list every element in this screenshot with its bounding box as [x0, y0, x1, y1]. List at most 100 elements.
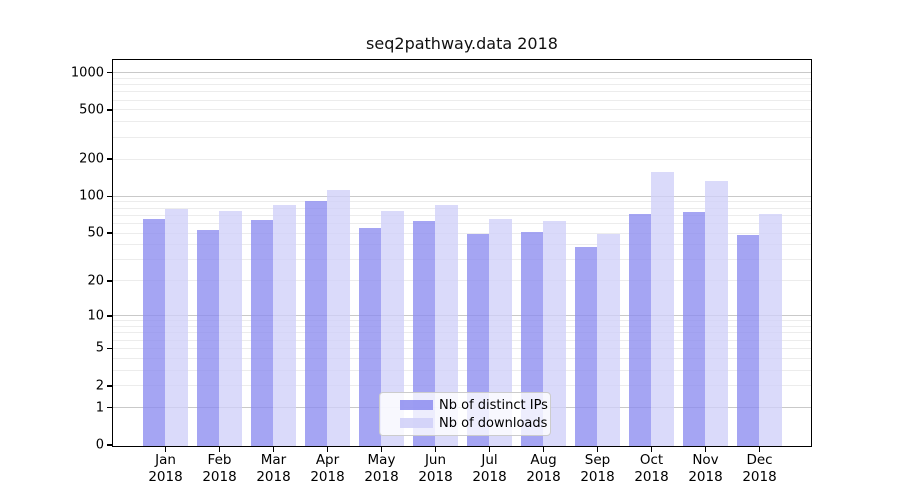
gridline-minor: [113, 91, 811, 93]
x-tick-label-year: 2018: [418, 469, 453, 485]
gridline-minor: [113, 109, 811, 111]
y-tick: [107, 280, 112, 282]
bar-nb-of-distinct-ips-sep: [574, 246, 597, 446]
gridline-major: [113, 315, 811, 317]
gridline-minor: [113, 77, 811, 79]
chart-title: seq2pathway.data 2018: [366, 34, 558, 53]
x-tick-label-month: Jul: [481, 452, 498, 468]
gridline-minor: [113, 326, 811, 328]
x-tick-label: May 2018: [352, 452, 412, 486]
gridline-minor: [113, 369, 811, 371]
bar-nb-of-downloads-sep: [597, 233, 620, 446]
x-tick: [326, 447, 329, 452]
bar-nb-of-downloads-aug: [543, 221, 566, 446]
x-tick-label-month: Mar: [260, 452, 287, 468]
x-tick-label-month: Dec: [746, 452, 773, 468]
x-tick-label-year: 2018: [634, 469, 669, 485]
x-tick-label: Feb 2018: [190, 452, 250, 486]
x-tick-label: Aug 2018: [514, 452, 574, 486]
x-tick-label-year: 2018: [310, 469, 345, 485]
y-tick: [107, 315, 112, 317]
x-tick-label: Mar 2018: [244, 452, 304, 486]
bar-nb-of-downloads-oct: [651, 171, 674, 446]
gridline-minor: [113, 99, 811, 101]
bar-nb-of-downloads-jun: [435, 205, 458, 446]
gridline-minor: [113, 244, 811, 246]
x-tick: [542, 447, 545, 452]
legend-label-downloads: Nb of downloads: [439, 415, 548, 431]
gridline-minor: [113, 207, 811, 209]
y-tick: [107, 71, 112, 74]
gridline-minor: [113, 339, 811, 341]
y-tick-label: 0: [95, 437, 104, 453]
y-tick: [107, 158, 112, 160]
x-tick-label-year: 2018: [688, 469, 723, 485]
x-tick-label: Sep 2018: [568, 452, 628, 486]
x-tick-label: Oct 2018: [622, 452, 682, 486]
y-tick-label: 100: [79, 188, 104, 204]
y-tick-label: 1000: [70, 65, 104, 81]
x-tick-label-year: 2018: [148, 469, 183, 485]
gridline-minor: [113, 222, 811, 224]
bar-nb-of-distinct-ips-may: [358, 227, 381, 446]
x-tick-label: Jan 2018: [136, 452, 196, 486]
x-tick-label-year: 2018: [364, 469, 399, 485]
x-tick-label-month: Jun: [424, 452, 447, 468]
bar-nb-of-distinct-ips-dec: [736, 234, 759, 446]
x-tick-label-month: Nov: [692, 452, 719, 468]
bar-nb-of-downloads-dec: [759, 214, 782, 446]
legend-item-distinct-ips: Nb of distinct IPs: [400, 398, 548, 413]
legend-swatch-distinct-ips-icon: [400, 400, 433, 410]
y-tick: [107, 109, 112, 111]
gridline-minor: [113, 214, 811, 216]
plot-area: Nb of distinct IPs Nb of downloads: [112, 59, 812, 447]
y-tick-label: 500: [79, 102, 104, 118]
bar-nb-of-distinct-ips-mar: [250, 219, 273, 446]
y-tick-label: 50: [87, 225, 104, 241]
gridline-minor: [113, 136, 811, 138]
gridline-minor: [113, 385, 811, 387]
bar-nb-of-downloads-apr: [327, 189, 350, 446]
gridline-minor: [113, 347, 811, 349]
legend-item-downloads: Nb of downloads: [400, 416, 547, 431]
bar-nb-of-distinct-ips-oct: [628, 214, 651, 446]
bar-nb-of-downloads-nov: [705, 180, 728, 446]
gridline-minor: [113, 320, 811, 322]
y-tick-label: 2: [95, 378, 104, 394]
x-tick-label-year: 2018: [742, 469, 777, 485]
x-tick-label: Apr 2018: [298, 452, 358, 486]
y-tick-label: 20: [87, 273, 104, 289]
bar-nb-of-distinct-ips-jun: [412, 221, 435, 446]
gridline-minor: [113, 332, 811, 334]
x-tick: [758, 447, 761, 452]
legend-label-distinct-ips: Nb of distinct IPs: [439, 397, 548, 413]
x-tick-label-month: May: [367, 452, 396, 468]
bar-nb-of-downloads-may: [381, 210, 404, 446]
x-tick-label-year: 2018: [472, 469, 507, 485]
bar-nb-of-downloads-jul: [489, 218, 512, 446]
y-tick-label: 200: [79, 151, 104, 167]
bar-nb-of-distinct-ips-apr: [304, 200, 327, 446]
x-tick: [272, 447, 275, 452]
gridline-minor: [113, 201, 811, 203]
x-tick: [488, 447, 491, 452]
y-tick: [107, 232, 112, 234]
x-tick: [596, 447, 599, 452]
x-tick-label: Jun 2018: [406, 452, 466, 486]
x-tick-label-month: Jan: [155, 452, 176, 468]
x-tick-label: Jul 2018: [460, 452, 520, 486]
gridline-minor: [113, 84, 811, 86]
x-tick-label: Dec 2018: [730, 452, 790, 486]
y-tick-label: 5: [95, 340, 104, 356]
x-tick-label-month: Aug: [530, 452, 557, 468]
x-tick: [434, 447, 437, 452]
y-tick-label: 1: [95, 400, 104, 416]
y-tick: [107, 385, 112, 387]
gridline-minor: [113, 357, 811, 359]
y-tick: [107, 406, 112, 409]
x-tick: [650, 447, 653, 452]
gridline-minor: [113, 259, 811, 261]
bar-nb-of-distinct-ips-feb: [196, 229, 219, 446]
x-tick-label-year: 2018: [202, 469, 237, 485]
